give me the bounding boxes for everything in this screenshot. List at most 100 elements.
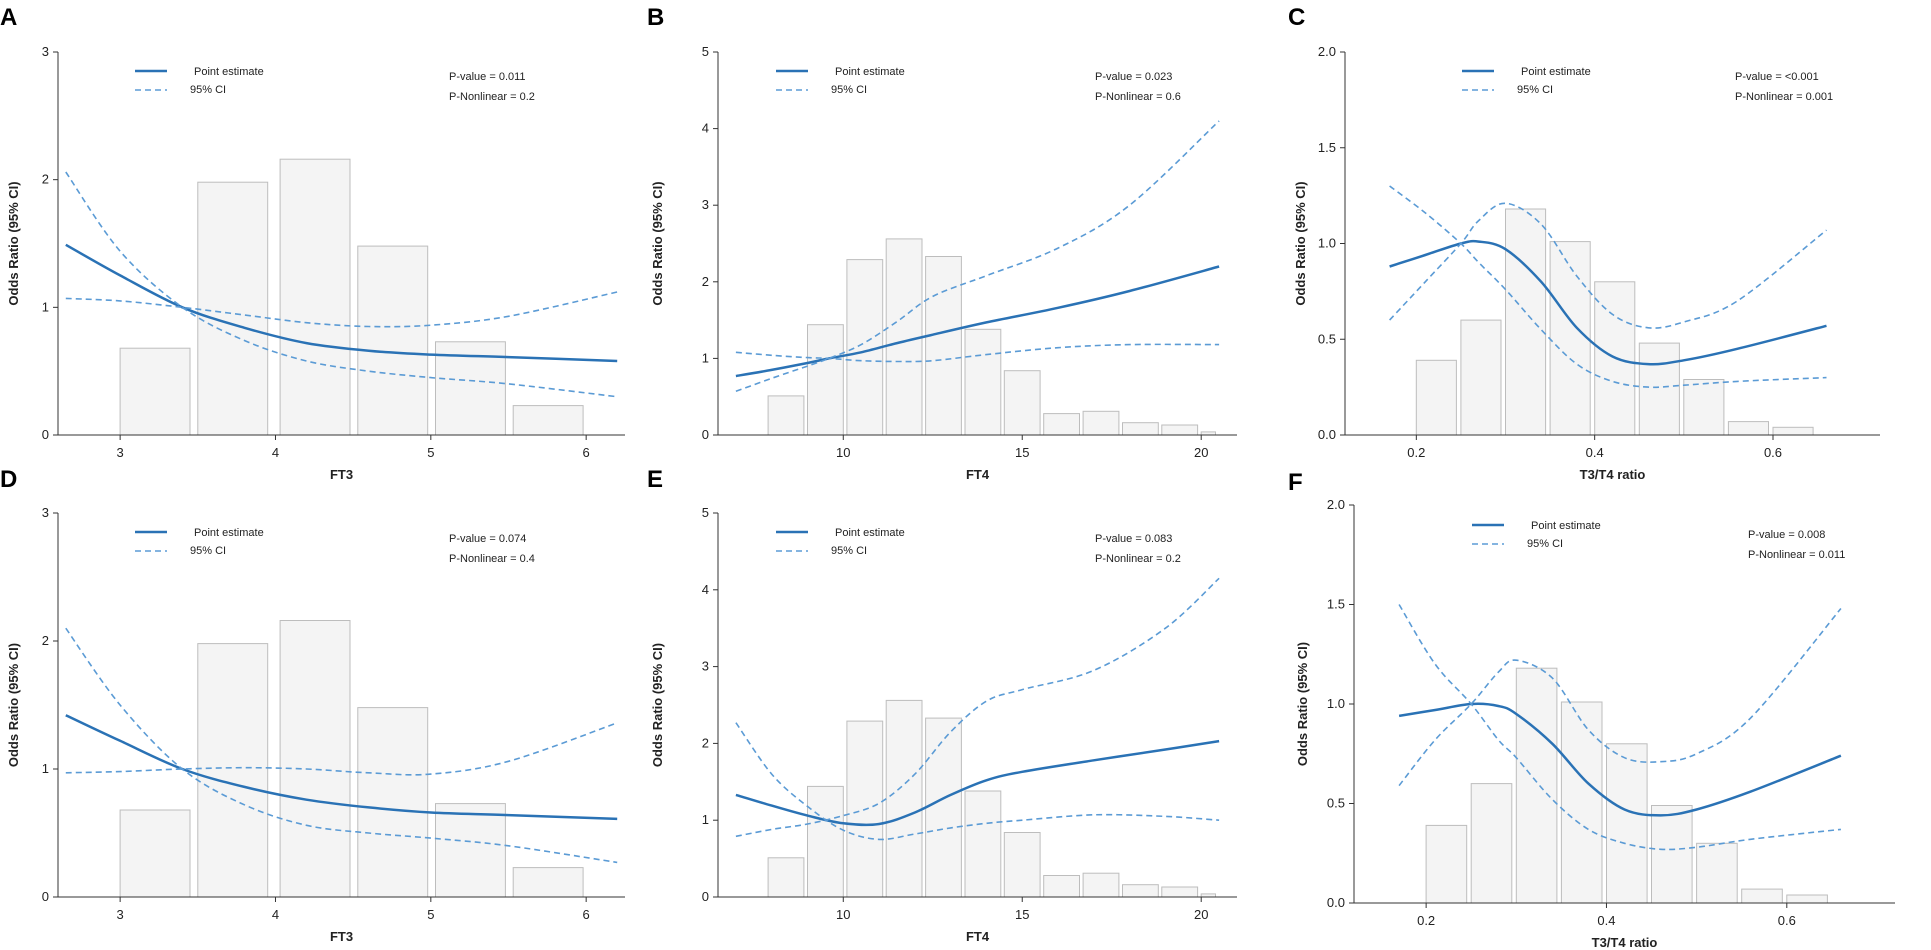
histogram-bar-5 xyxy=(925,256,962,436)
y-axis-title: Odds Ratio (95% CI) xyxy=(6,643,21,767)
ci-upper-line xyxy=(735,577,1220,838)
x-tick-label: 15 xyxy=(1015,907,1029,922)
ci-upper-line xyxy=(1398,607,1842,787)
histogram-bar-1 xyxy=(119,347,191,436)
y-axis-title: Odds Ratio (95% CI) xyxy=(650,643,665,767)
histogram-bar-5 xyxy=(1606,743,1648,904)
histogram-bar-1 xyxy=(119,809,191,898)
ci-upper-line xyxy=(65,722,618,776)
histogram-bar-8 xyxy=(1043,413,1080,436)
panel-letter-e: E xyxy=(647,466,663,493)
y-tick-label: 1.5 xyxy=(1327,597,1345,612)
y-tick-label: 0 xyxy=(42,427,49,442)
histogram-bar-8 xyxy=(1043,875,1080,898)
x-axis-title: T3/T4 ratio xyxy=(1580,467,1646,482)
x-axis-title: FT3 xyxy=(330,929,353,944)
x-tick-label: 4 xyxy=(272,445,279,460)
histogram-bar-11 xyxy=(1161,424,1199,436)
histogram-bar-8 xyxy=(1727,421,1770,436)
histogram-bar-7 xyxy=(1003,832,1041,898)
legend: Point estimate 95% CI xyxy=(1472,520,1601,550)
panel-a: A 0 1 2 3 3 4 5 6 FT3 Odds Ratio (95% CI) Point est… xyxy=(0,4,625,482)
histogram-bar-4 xyxy=(357,707,429,898)
histogram xyxy=(1415,208,1814,436)
p-nonlinear-annotation: P-Nonlinear = 0.4 xyxy=(449,553,535,565)
y-tick-label: 1 xyxy=(702,812,709,827)
histogram xyxy=(767,699,1216,898)
x-tick-label: 0.2 xyxy=(1407,445,1425,460)
histogram-bar-2 xyxy=(197,643,269,898)
y-tick-label: 0.5 xyxy=(1327,796,1345,811)
x-tick-label: 0.2 xyxy=(1417,913,1435,928)
legend: Point estimate 95% CI xyxy=(1462,66,1591,96)
x-axis-title: FT3 xyxy=(330,467,353,482)
x-axis-title: T3/T4 ratio xyxy=(1592,935,1658,950)
y-tick-label: 1 xyxy=(42,761,49,776)
x-tick-label: 0.4 xyxy=(1586,445,1604,460)
histogram-bar-9 xyxy=(1772,426,1814,436)
panel-letter-c: C xyxy=(1288,4,1305,31)
y-tick-label: 3 xyxy=(42,505,49,520)
x-tick-label: 0.4 xyxy=(1597,913,1615,928)
y-tick-label: 3 xyxy=(702,197,709,212)
legend: Point estimate 95% CI xyxy=(776,66,905,96)
legend-label-point-estimate: Point estimate xyxy=(1521,66,1591,78)
y-tick-label: 2 xyxy=(702,735,709,750)
x-tick-label: 10 xyxy=(836,907,850,922)
histogram-bar-6 xyxy=(512,405,584,436)
histogram-bar-1 xyxy=(767,395,805,436)
panel-f: F 0.0 0.5 1.0 1.5 2.0 0.2 0.4 0.6 T3/T4 ratio Odds… xyxy=(1288,469,1895,950)
y-tick-label: 5 xyxy=(702,505,709,520)
panel-d: D 0 1 2 3 3 4 5 6 FT3 Odds Ratio (95% CI) Point est… xyxy=(0,466,625,944)
ci-lower-line xyxy=(65,171,618,398)
x-tick-label: 5 xyxy=(427,907,434,922)
histogram-bar-4 xyxy=(885,238,923,436)
y-tick-label: 0 xyxy=(42,889,49,904)
y-tick-label: 4 xyxy=(702,582,709,597)
histogram-bar-9 xyxy=(1786,894,1828,904)
x-tick-label: 0.6 xyxy=(1764,445,1782,460)
histogram-bar-6 xyxy=(964,790,1002,898)
y-tick-label: 3 xyxy=(702,659,709,674)
ci-lower-line xyxy=(735,343,1220,363)
point-estimate-line xyxy=(65,714,618,821)
ci-upper-line xyxy=(65,291,618,328)
y-tick-label: 1 xyxy=(702,350,709,365)
ci-upper-line xyxy=(1389,202,1827,329)
histogram-bar-7 xyxy=(1683,379,1725,436)
x-axis-title: FT4 xyxy=(966,929,990,944)
histogram-bar-1 xyxy=(1415,359,1457,436)
y-tick-label: 1 xyxy=(42,299,49,314)
histogram-bar-4 xyxy=(885,699,923,898)
histogram xyxy=(119,620,584,898)
histogram-bar-5 xyxy=(925,717,962,898)
histogram-bar-1 xyxy=(767,857,805,898)
histogram-bar-6 xyxy=(964,328,1002,436)
histogram-bar-3 xyxy=(1515,667,1558,904)
histogram-bar-3 xyxy=(1505,208,1547,436)
histogram-bar-2 xyxy=(807,324,844,436)
x-tick-label: 5 xyxy=(427,445,434,460)
histogram-bar-4 xyxy=(357,245,429,436)
histogram-bar-2 xyxy=(1460,319,1502,436)
x-tick-label: 3 xyxy=(117,445,124,460)
legend-label-ci: 95% CI xyxy=(190,84,226,96)
p-value-annotation: P-value = 0.011 xyxy=(449,71,526,83)
panel-letter-b: B xyxy=(647,4,664,31)
x-tick-label: 6 xyxy=(583,907,590,922)
p-nonlinear-annotation: P-Nonlinear = 0.6 xyxy=(1095,91,1181,103)
y-tick-label: 0.0 xyxy=(1327,895,1345,910)
histogram-bar-6 xyxy=(512,867,584,898)
y-tick-label: 2 xyxy=(42,633,49,648)
y-tick-label: 4 xyxy=(702,121,709,136)
y-tick-label: 1.5 xyxy=(1318,140,1336,155)
histogram-bar-2 xyxy=(1470,783,1513,904)
histogram-bar-2 xyxy=(807,785,844,898)
legend-label-ci: 95% CI xyxy=(1517,84,1553,96)
p-value-annotation: P-value = 0.023 xyxy=(1095,71,1172,83)
histogram-bar-1 xyxy=(1425,824,1468,904)
histogram-bar-8 xyxy=(1741,888,1783,904)
p-nonlinear-annotation: P-Nonlinear = 0.011 xyxy=(1748,549,1845,561)
histogram-bar-7 xyxy=(1696,842,1738,904)
y-axis-title: Odds Ratio (95% CI) xyxy=(6,181,21,305)
